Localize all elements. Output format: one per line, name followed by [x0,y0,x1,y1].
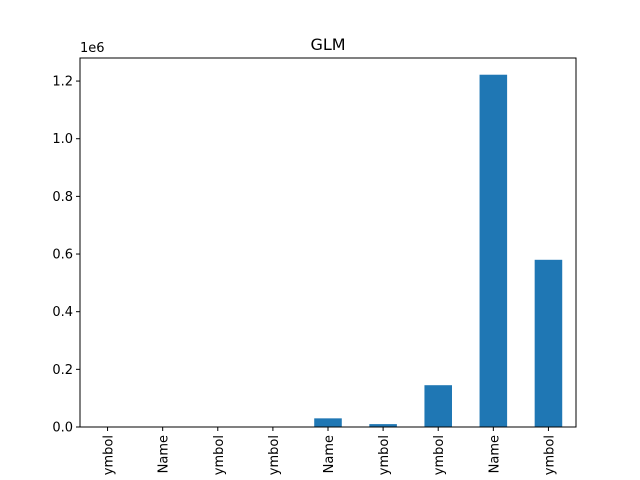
x-tick-label-6: ymbol [432,435,447,475]
bar-6 [424,385,452,427]
y-axis-offset-label: 1e6 [80,41,105,56]
y-tick-label-0: 0.0 [52,421,73,436]
x-tick-label-0: ymbol [102,435,117,475]
x-axis-ticks: ymbol Name ymbol ymbol Name ymbol ymbol Name ymb… [102,427,557,475]
y-tick-label-6: 1.2 [52,75,73,90]
bar-5 [369,424,397,427]
chart-title: GLM [310,35,345,54]
y-axis-ticks: 0.0 0.2 0.4 0.6 0.8 1.0 1.2 [52,75,80,436]
x-tick-label-3: ymbol [267,435,282,475]
x-tick-label-7: Name [487,435,502,473]
bar-4 [314,418,342,427]
x-tick-label-2: ymbol [212,435,227,475]
x-tick-label-1: Name [157,435,172,473]
y-tick-label-4: 0.8 [52,190,73,205]
x-tick-label-5: ymbol [377,435,392,475]
y-tick-label-5: 1.0 [52,132,73,147]
bars-group [314,74,563,428]
bar-8 [534,259,563,427]
bar-7 [479,74,508,428]
y-tick-label-2: 0.4 [52,305,73,320]
y-tick-label-3: 0.6 [52,248,73,263]
y-tick-label-1: 0.2 [52,363,73,378]
x-tick-label-4: Name [322,435,337,473]
x-tick-label-8: ymbol [542,435,557,475]
plot-frame [79,57,577,428]
